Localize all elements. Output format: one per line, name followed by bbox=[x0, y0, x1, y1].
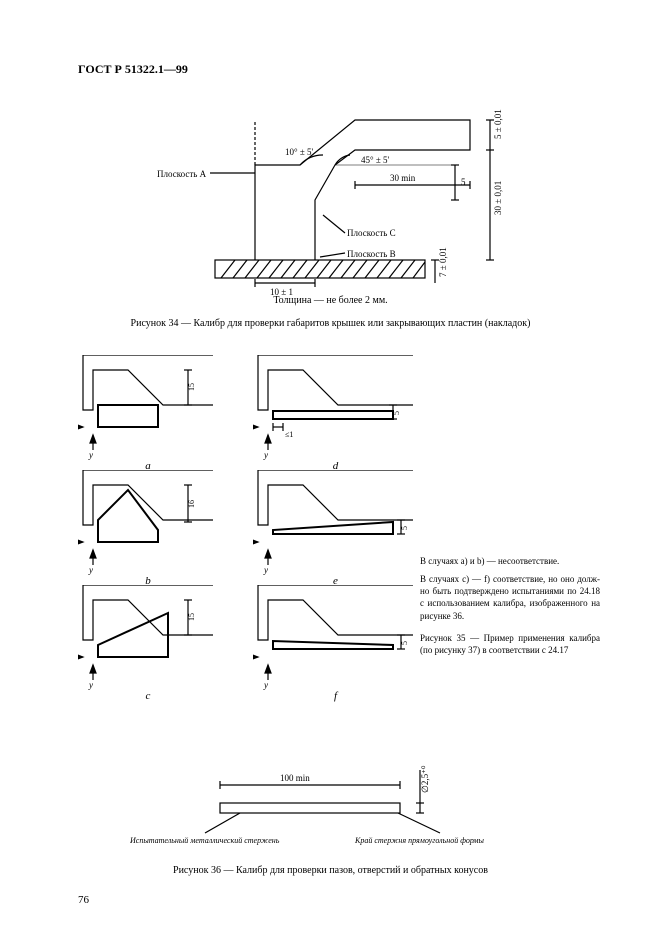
panel-c: 15 x y c bbox=[78, 585, 218, 702]
y-lbl: y bbox=[263, 680, 268, 690]
left-annot: Испытательный металлический стержень bbox=[130, 836, 280, 845]
dim-5-label: 5 bbox=[461, 177, 466, 187]
y-lbl: y bbox=[88, 565, 93, 575]
dim-5tol-label: 5 ± 0,01 bbox=[493, 109, 503, 139]
side-para2: В случаях c) — f) соответствие, но оно д… bbox=[420, 573, 600, 622]
panel-e: 5 x y e bbox=[253, 470, 418, 587]
y-lbl: y bbox=[263, 565, 268, 575]
right-annot: Край стержня прямоугольной формы bbox=[354, 836, 485, 845]
dim-30min-label: 30 min bbox=[390, 173, 416, 183]
plane-a-label: Плоскость A bbox=[157, 169, 207, 179]
figure-36-title: Рисунок 36 — Калибр для проверки пазов, … bbox=[0, 865, 661, 876]
dim5f: 5 bbox=[400, 641, 409, 645]
dim-le1: ≤1 bbox=[285, 430, 293, 439]
page-number: 76 bbox=[78, 894, 89, 906]
figure-34-title: Рисунок 34 — Калибр для проверки габарит… bbox=[0, 318, 661, 329]
figure-35-side-text: В случаях a) и b) — несоответствие. В сл… bbox=[420, 555, 600, 662]
plane-b-label: Плоскость B bbox=[347, 249, 396, 259]
plane-c-label: Плоскость C bbox=[347, 228, 396, 238]
figure-34: Плоскость A 10° ± 5' 45° ± 5' 30 min 5 П… bbox=[155, 105, 515, 300]
dim-diam: ∅2,5⁺⁰·⁰⁵ bbox=[420, 765, 430, 793]
y-lbl: y bbox=[88, 680, 93, 690]
figure-34-caption: Толщина — не более 2 мм. bbox=[0, 295, 661, 306]
panel-d: 5 ≤1 x y d bbox=[253, 355, 418, 472]
dim16: 16 bbox=[187, 500, 196, 508]
angle1-label: 10° ± 5' bbox=[285, 147, 314, 157]
y-lbl: y bbox=[263, 450, 268, 460]
dim15c: 15 bbox=[187, 613, 196, 621]
panel-f: 5 x y f bbox=[253, 585, 418, 702]
dim-100min: 100 min bbox=[280, 773, 310, 783]
dim-30tol-label: 30 ± 0,01 bbox=[493, 181, 503, 215]
figure-36: 100 min ∅2,5⁺⁰·⁰⁵ Испытательный металлич… bbox=[130, 765, 530, 860]
angle2-label: 45° ± 5' bbox=[361, 155, 390, 165]
dim-7tol-label: 7 ± 0,01 bbox=[438, 247, 448, 277]
panel-a: 15 x y a bbox=[78, 355, 218, 472]
figure-35-title: Рисунок 35 — Пример применения калибра (… bbox=[420, 632, 600, 656]
document-header: ГОСТ Р 51322.1—99 bbox=[78, 62, 188, 77]
side-para1: В случаях a) и b) — несоответствие. bbox=[420, 555, 600, 567]
panel-c-label: c bbox=[78, 690, 218, 702]
dim5d: 5 bbox=[392, 411, 401, 415]
panel-b: 16 x y b bbox=[78, 470, 218, 587]
dim5e: 5 bbox=[400, 526, 409, 530]
dim15: 15 bbox=[187, 383, 196, 391]
y-lbl: y bbox=[88, 450, 93, 460]
panel-f-label: f bbox=[253, 690, 418, 702]
